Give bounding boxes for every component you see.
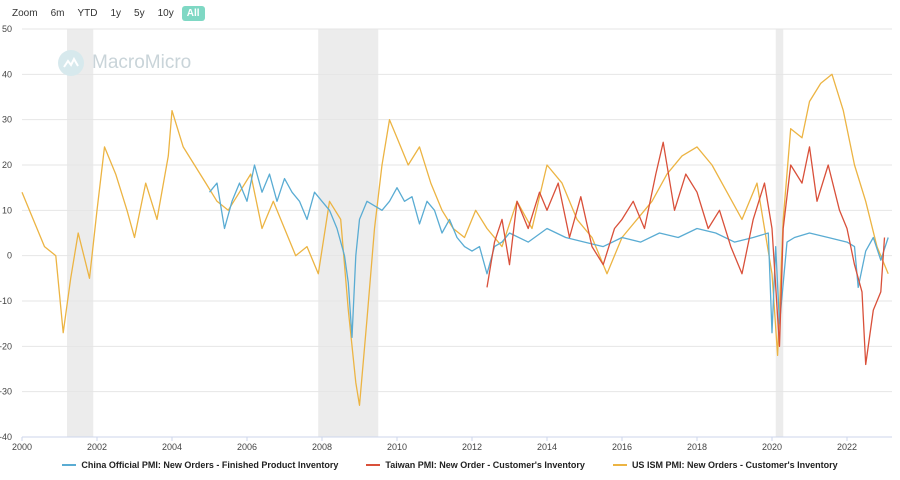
x-tick-label: 2014 (537, 442, 557, 452)
y-tick-label: 10 (2, 205, 12, 215)
y-axis-ticks: 50 40 30 20 10 0 -10 -20 -30 -40 (0, 24, 12, 442)
zoom-10y-button[interactable]: 10y (157, 7, 174, 19)
legend-label-china: China Official PMI: New Orders - Finishe… (81, 460, 339, 470)
zoom-label: Zoom (12, 7, 38, 19)
x-tick-label: 2018 (687, 442, 707, 452)
x-tick-label: 2004 (162, 442, 182, 452)
zoom-5y-button[interactable]: 5y (134, 7, 145, 19)
y-tick-label: -20 (0, 341, 12, 351)
zoom-bar: Zoom 6m YTD 1y 5y 10y All (12, 4, 208, 22)
series-lines (21, 73, 889, 406)
x-tick-label: 2022 (837, 442, 857, 452)
y-tick-label: 0 (7, 251, 12, 261)
y-tick-label: -40 (0, 432, 12, 442)
gridlines (22, 28, 892, 438)
legend-label-taiwan: Taiwan PMI: New Order - Customer's Inven… (385, 460, 585, 470)
legend-swatch-china (62, 464, 77, 466)
y-tick-label: 50 (2, 24, 12, 34)
recession-bands (67, 29, 784, 437)
x-axis-ticks: 2000 2002 2004 2006 2008 2010 2012 2014 2016 2018… (12, 436, 892, 452)
legend-swatch-us (612, 464, 627, 466)
macromicro-logo-icon (58, 50, 84, 76)
legend-item-taiwan[interactable]: Taiwan PMI: New Order - Customer's Inven… (366, 460, 585, 470)
legend-item-us[interactable]: US ISM PMI: New Orders - Customer's Inve… (612, 460, 838, 470)
y-tick-label: -30 (0, 387, 12, 397)
watermark: MacroMicro (58, 50, 191, 76)
series-line-us (21, 73, 889, 406)
x-tick-label: 2006 (237, 442, 257, 452)
legend-swatch-taiwan (366, 464, 381, 466)
series-line-taiwan (486, 141, 886, 366)
x-tick-label: 2010 (387, 442, 407, 452)
x-tick-label: 2002 (87, 442, 107, 452)
zoom-1y-button[interactable]: 1y (110, 7, 122, 19)
recession-band-0 (67, 29, 94, 437)
watermark-text: MacroMicro (92, 52, 192, 73)
x-tick-label: 2020 (762, 442, 782, 452)
zoom-6m-button[interactable]: 6m (50, 7, 65, 19)
recession-band-1 (318, 29, 379, 437)
legend: China Official PMI: New Orders - Finishe… (0, 460, 900, 470)
legend-label-us: US ISM PMI: New Orders - Customer's Inve… (631, 460, 838, 470)
x-tick-label: 2008 (312, 442, 332, 452)
x-tick-label: 2016 (612, 442, 632, 452)
legend-item-china[interactable]: China Official PMI: New Orders - Finishe… (62, 460, 338, 470)
x-tick-label: 2000 (12, 442, 32, 452)
series-line-china (208, 164, 889, 338)
y-tick-label: -10 (0, 296, 12, 306)
y-tick-label: 40 (2, 69, 12, 79)
y-tick-label: 20 (2, 160, 12, 170)
zoom-all-button[interactable]: All (181, 5, 205, 21)
recession-band-2 (775, 29, 784, 437)
x-tick-label: 2012 (462, 442, 482, 452)
y-tick-label: 30 (2, 115, 12, 125)
zoom-ytd-button[interactable]: YTD (77, 7, 98, 19)
